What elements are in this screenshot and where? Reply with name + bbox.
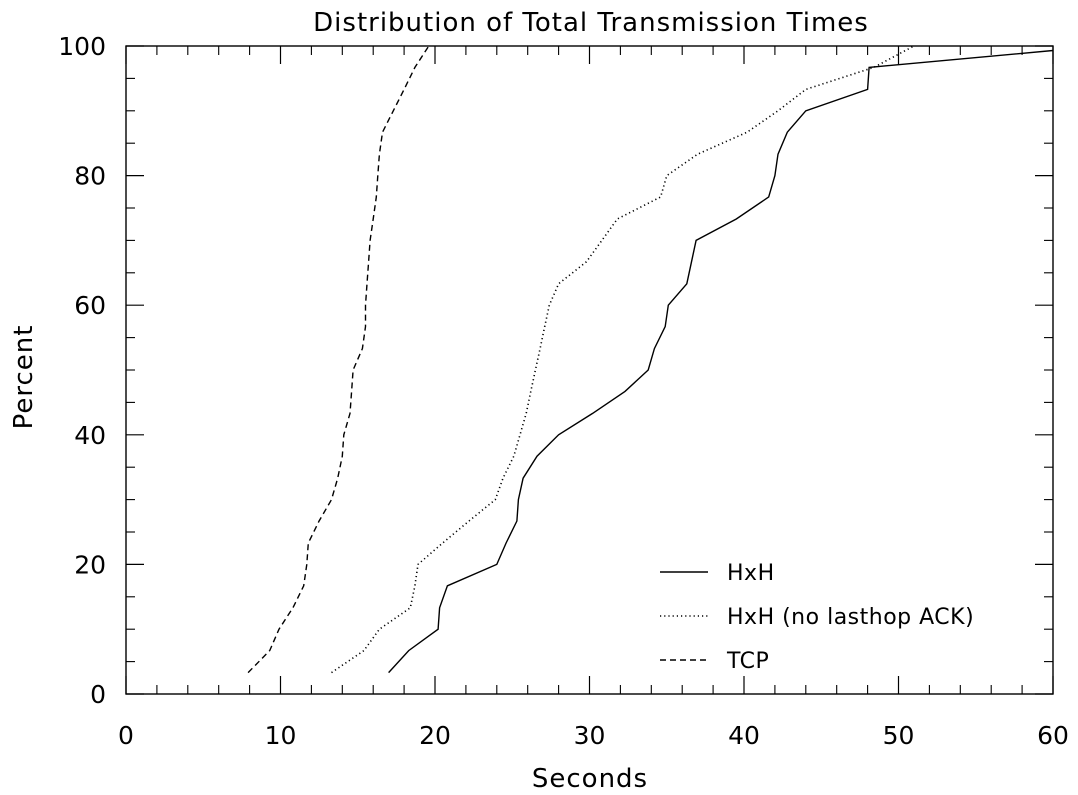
y-axis-label: Percent (9, 325, 39, 430)
y-tick-label: 100 (58, 32, 106, 61)
legend: HxH HxH (no lasthop ACK) TCP (660, 561, 974, 674)
series-group (247, 45, 1054, 674)
y-tick-label: 0 (90, 680, 106, 709)
x-tick-label: 30 (574, 721, 606, 750)
y-tick-label: 60 (74, 291, 106, 320)
x-axis-label: Seconds (532, 764, 648, 794)
x-tick-label: 50 (883, 721, 915, 750)
x-tick-label: 60 (1037, 721, 1069, 750)
chart-title: Distribution of Total Transmission Times (313, 8, 869, 38)
x-tick-label: 0 (118, 721, 134, 750)
y-tick-label: 80 (74, 162, 106, 191)
y-tick-label: 20 (74, 550, 106, 579)
legend-label: HxH (no lasthop ACK) (727, 605, 974, 630)
series-line-solid (388, 49, 1054, 674)
series-line-dotted (331, 45, 915, 674)
legend-label: HxH (727, 561, 775, 586)
x-tick-label: 10 (265, 721, 297, 750)
legend-label: TCP (726, 649, 769, 674)
axes-group (125, 45, 1054, 695)
plot-frame (125, 45, 1054, 695)
y-tick-label: 40 (74, 421, 106, 450)
ticks-group: 0 10 20 30 40 50 60 0 20 40 60 80 100 (58, 32, 1069, 750)
series-line-dashed (247, 45, 430, 674)
x-tick-label: 40 (728, 721, 760, 750)
x-tick-label: 20 (419, 721, 451, 750)
